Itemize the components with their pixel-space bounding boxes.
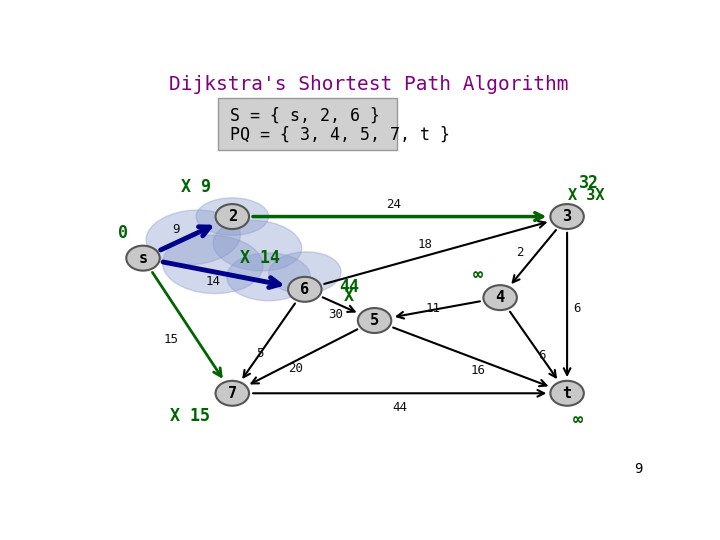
Text: 15: 15: [163, 333, 179, 346]
Text: 3: 3: [562, 209, 572, 224]
Text: 44: 44: [339, 278, 359, 296]
Text: 6: 6: [300, 282, 310, 297]
Text: 4: 4: [495, 290, 505, 305]
Text: 6: 6: [573, 301, 580, 314]
Circle shape: [215, 204, 249, 229]
Text: 2: 2: [228, 209, 237, 224]
Text: 32: 32: [580, 174, 600, 192]
Text: 5: 5: [370, 313, 379, 328]
Ellipse shape: [146, 210, 240, 265]
Text: ∞: ∞: [573, 411, 583, 429]
Text: 7: 7: [228, 386, 237, 401]
Text: 0: 0: [119, 224, 128, 242]
Text: 2: 2: [516, 246, 523, 259]
Ellipse shape: [196, 198, 269, 235]
Text: Dijkstra's Shortest Path Algorithm: Dijkstra's Shortest Path Algorithm: [169, 75, 569, 94]
Text: t: t: [562, 386, 572, 401]
Text: 44: 44: [392, 401, 408, 414]
Text: 9: 9: [634, 462, 642, 476]
Circle shape: [215, 381, 249, 406]
Text: X 14: X 14: [240, 249, 280, 267]
FancyBboxPatch shape: [218, 98, 397, 150]
Text: 9: 9: [173, 222, 180, 235]
Text: X 15: X 15: [171, 407, 210, 425]
Text: 16: 16: [470, 364, 485, 377]
Text: X 9: X 9: [181, 178, 211, 197]
Text: S = { s, 2, 6 }: S = { s, 2, 6 }: [230, 106, 379, 124]
Text: 6: 6: [539, 349, 546, 362]
Text: 14: 14: [205, 275, 220, 288]
Text: s: s: [138, 251, 148, 266]
Circle shape: [126, 246, 160, 271]
Circle shape: [550, 204, 584, 229]
Circle shape: [550, 381, 584, 406]
Text: X 3X: X 3X: [568, 188, 605, 203]
Text: 20: 20: [288, 362, 303, 375]
Circle shape: [358, 308, 392, 333]
Text: PQ = { 3, 4, 5, 7, t }: PQ = { 3, 4, 5, 7, t }: [230, 126, 449, 144]
Circle shape: [288, 277, 322, 302]
Ellipse shape: [227, 253, 310, 301]
Text: ∞: ∞: [473, 266, 483, 284]
Text: 24: 24: [387, 198, 402, 211]
Circle shape: [483, 285, 517, 310]
Ellipse shape: [163, 235, 263, 294]
Text: 30: 30: [328, 308, 343, 321]
Ellipse shape: [213, 220, 302, 271]
Text: 5: 5: [256, 347, 264, 360]
Text: 18: 18: [418, 238, 432, 251]
Text: X: X: [343, 287, 354, 306]
Ellipse shape: [269, 252, 341, 294]
Text: 11: 11: [426, 301, 441, 314]
